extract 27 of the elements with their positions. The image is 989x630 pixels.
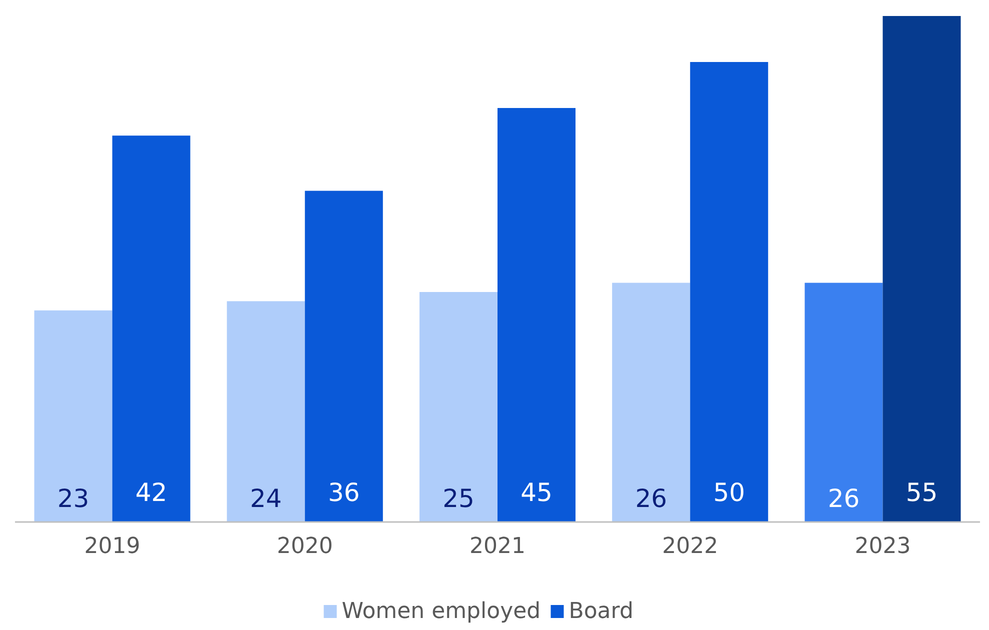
data-label: 25	[442, 484, 474, 513]
x-tick-label: 2021	[470, 534, 526, 559]
data-label: 50	[713, 478, 746, 507]
bar	[304, 190, 383, 522]
bar	[498, 108, 576, 522]
x-tick-label: 2020	[276, 534, 333, 559]
bar	[226, 301, 305, 522]
x-tick-label: 2022	[662, 534, 718, 559]
data-label: 45	[520, 478, 552, 507]
bar	[34, 310, 112, 522]
data-label: 23	[57, 484, 90, 513]
data-label: 24	[250, 484, 282, 513]
data-label: 36	[328, 478, 360, 507]
data-label: 42	[135, 478, 168, 507]
legend-label: Women employed	[342, 599, 541, 624]
bar	[612, 282, 690, 522]
x-tick-label: 2019	[84, 534, 140, 559]
bar	[882, 16, 961, 522]
bar	[690, 62, 768, 522]
bar	[112, 136, 190, 522]
bar	[419, 292, 498, 522]
bar	[804, 282, 883, 522]
legend-label: Board	[568, 599, 634, 624]
data-label: 26	[635, 484, 668, 513]
data-label: 26	[828, 484, 860, 513]
data-label: 55	[906, 478, 938, 507]
x-tick-label: 2023	[854, 534, 911, 559]
